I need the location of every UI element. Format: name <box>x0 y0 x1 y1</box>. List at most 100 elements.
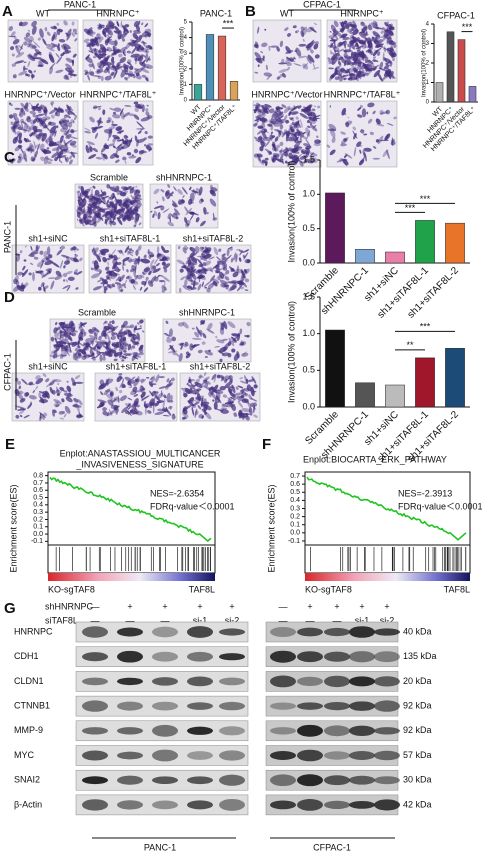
cell <box>55 52 60 59</box>
cell <box>221 256 226 260</box>
cell <box>130 194 134 200</box>
cell <box>260 50 264 54</box>
cell <box>108 205 112 207</box>
chart-title: PANC-1 <box>200 8 232 18</box>
y-axis-label: Invasion(100% of control) <box>286 301 296 403</box>
cell <box>90 356 98 359</box>
cell <box>389 23 393 29</box>
band <box>219 628 245 636</box>
cell <box>115 185 120 191</box>
fdr: FDRq-value＜0.0001 <box>150 501 235 511</box>
cell <box>372 65 377 70</box>
cell <box>257 26 260 34</box>
lane-marker: + <box>162 601 167 611</box>
band <box>349 626 375 638</box>
cell <box>71 32 75 37</box>
cell <box>104 389 112 393</box>
cell <box>23 414 30 419</box>
cell <box>132 32 139 40</box>
cell <box>88 63 93 68</box>
cell <box>191 337 202 341</box>
cell <box>207 322 213 330</box>
protein-label: HNRNPC <box>14 626 53 636</box>
cell <box>124 50 127 54</box>
cell <box>373 49 378 53</box>
cell <box>119 389 123 394</box>
cell <box>100 391 103 396</box>
cell <box>264 157 269 161</box>
cell <box>55 69 64 74</box>
cell <box>47 161 52 164</box>
cell <box>64 139 73 146</box>
significance: *** <box>405 203 416 213</box>
cell <box>37 64 43 67</box>
band <box>374 651 400 663</box>
cell <box>353 146 357 157</box>
cell <box>227 246 233 250</box>
cell <box>32 271 35 282</box>
cell <box>261 122 266 129</box>
cell <box>65 57 74 63</box>
cell <box>360 40 367 45</box>
cell <box>88 206 92 214</box>
cell <box>17 126 24 131</box>
cell <box>361 44 367 49</box>
cell <box>328 72 336 81</box>
cell <box>17 380 22 385</box>
cell <box>127 275 133 282</box>
image-label: WT <box>36 8 50 18</box>
cell <box>130 73 134 78</box>
cell <box>20 282 24 290</box>
cell <box>42 391 49 395</box>
cell <box>71 341 78 347</box>
cell <box>274 136 279 142</box>
cell <box>372 157 381 160</box>
cell <box>161 284 165 289</box>
y-tick-label: 0.0 <box>33 531 43 538</box>
cell <box>106 334 111 344</box>
cell <box>279 124 284 130</box>
cell <box>55 321 58 326</box>
cell <box>221 338 228 342</box>
cell <box>384 70 388 75</box>
cell <box>35 385 38 390</box>
cell <box>281 58 285 63</box>
cell <box>298 134 308 140</box>
cell <box>256 153 263 158</box>
cell <box>178 343 184 347</box>
cell <box>358 32 367 39</box>
cell <box>212 217 218 221</box>
cell <box>302 38 305 42</box>
cell <box>112 216 117 221</box>
cell <box>225 377 231 381</box>
cell <box>79 321 85 328</box>
cell <box>339 48 344 52</box>
cell <box>33 70 37 73</box>
cell <box>115 144 122 150</box>
cell <box>106 184 111 189</box>
cell <box>67 109 74 114</box>
cell <box>85 144 90 154</box>
cell <box>147 33 151 38</box>
cell <box>21 269 29 278</box>
cell <box>366 30 368 36</box>
cell <box>231 333 241 337</box>
cell <box>276 144 281 149</box>
cell <box>200 319 205 325</box>
cell <box>24 157 28 162</box>
cell <box>361 33 369 36</box>
cell <box>114 25 121 33</box>
cell <box>35 378 44 385</box>
cell <box>109 218 113 221</box>
cell <box>166 338 172 343</box>
cell <box>358 39 365 45</box>
bar <box>217 35 227 101</box>
cell <box>40 396 45 404</box>
cell <box>166 336 170 339</box>
cell <box>56 327 61 331</box>
cell <box>57 383 60 386</box>
cell <box>131 333 135 337</box>
band <box>152 724 178 737</box>
cell <box>91 221 97 226</box>
cell <box>106 283 112 289</box>
